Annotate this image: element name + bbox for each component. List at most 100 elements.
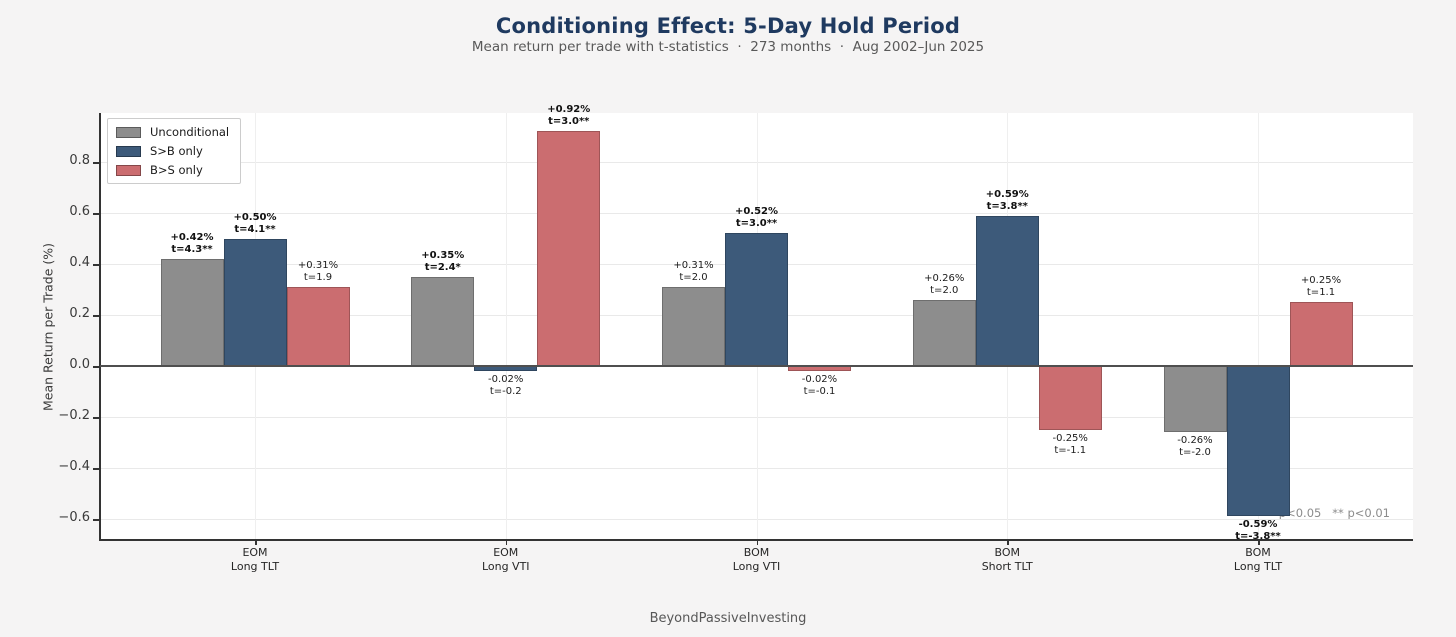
annotation-return: -0.02% [801,374,838,386]
grid-line-v [505,113,507,541]
annotation-return: +0.42% [170,231,214,243]
bar [1226,366,1290,517]
bar-annotation: +0.52% t=3.0** [702,206,812,230]
annotation-tstat: t=1.1 [1306,287,1336,299]
y-tick-label: 0.2 [69,306,90,321]
annotation-tstat: t=2.0 [930,284,959,296]
y-tick-mark [93,366,99,368]
annotation-return: -0.02% [488,374,524,386]
bar [1289,302,1353,366]
x-tick-mark [505,541,508,545]
annotation-tstat: t=3.8** [986,200,1028,212]
x-tick-line2: Long TLT [1233,559,1283,573]
bar-annotation: +0.59% t=3.8** [952,189,1062,213]
annotation-return: -0.59% [1238,519,1278,531]
bar-annotation: -0.02% t=-0.2 [451,374,561,398]
annotation-return: +0.31% [297,259,339,271]
axis-spine-bottom [99,539,1413,541]
y-tick-mark [93,162,99,164]
legend-swatch [116,126,141,138]
chart-title: Conditioning Effect: 5-Day Hold Period [495,14,961,38]
y-tick-mark [93,519,99,521]
legend-swatch [116,145,141,157]
legend: Unconditional S>B only B>S only [107,118,242,184]
x-tick-line2: Short TLT [981,559,1033,573]
bar [1163,366,1227,433]
x-tick-label: BOM Long TLT [1193,546,1323,573]
legend-label: Unconditional [150,125,230,139]
y-tick-label: −0.2 [58,408,90,423]
annotation-return: +0.35% [421,249,465,261]
bar-annotation: +0.92% t=3.0** [514,104,624,128]
y-tick-label: 0.6 [69,204,90,219]
bar [725,233,788,366]
bar [1038,366,1102,430]
bar-annotation: -0.25% t=-1.1 [1015,433,1125,457]
bar-annotation: -0.26% t=-2.0 [1140,435,1250,459]
x-tick-mark [756,541,758,545]
annotation-return: +0.31% [673,259,714,271]
bar-annotation: +0.31% t=1.9 [263,260,373,284]
x-tick-line1: BOM [994,546,1020,559]
chart-subtitle: Mean return per trade with t-statistics … [471,39,985,55]
bar [975,215,1039,366]
annotation-return: +0.25% [1300,275,1342,287]
bar-annotation: +0.26% t=2.0 [889,273,999,297]
y-tick-mark [93,468,99,470]
y-tick-mark [93,213,99,215]
annotation-return: +0.26% [924,272,965,284]
annotation-return: +0.92% [547,104,591,116]
bar-annotation: -0.02% t=-0.1 [765,374,875,398]
annotation-tstat: t=2.4* [424,261,461,273]
annotation-tstat: t=2.0 [679,271,708,283]
legend-label: S>B only [150,144,203,158]
annotation-tstat: t=-0.1 [803,386,836,398]
grid-line-v [1258,113,1259,541]
annotation-tstat: t=3.0** [735,218,778,230]
bar [912,299,976,366]
x-tick-line1: BOM [1245,546,1271,559]
zero-line [100,365,1413,367]
annotation-return: -0.25% [1052,432,1088,444]
legend-row: B>S only [116,163,229,177]
axis-spine-left [99,113,101,541]
x-tick-line1: BOM [743,546,770,559]
x-tick-line2: Long TLT [230,559,280,573]
bar-annotation: +0.35% t=2.4* [388,250,498,274]
bar [662,286,725,366]
annotation-tstat: t=4.1** [234,223,276,235]
bar-annotation: +0.50% t=4.1** [200,212,310,236]
x-tick-line2: Long VTI [732,559,781,573]
y-tick-label: 0.8 [69,153,90,168]
annotation-tstat: t=-2.0 [1179,447,1211,459]
y-tick-mark [93,264,99,266]
y-tick-label: −0.6 [58,510,90,525]
bar-annotation: -0.59% t=-3.8** [1203,519,1313,543]
y-tick-label: −0.4 [58,459,90,474]
x-tick-label: EOM Long VTI [441,546,571,573]
y-tick-mark [93,417,99,419]
y-tick-label: 0.4 [69,255,90,270]
y-tick-mark [93,315,99,317]
bar [286,286,350,366]
watermark-brand: BeyondPassiveInvesting [649,611,807,626]
annotation-tstat: t=-0.2 [489,386,522,398]
x-tick-line1: EOM [493,546,519,559]
annotation-tstat: t=1.9 [303,271,333,283]
bar [537,131,601,366]
annotation-tstat: t=3.0** [548,116,590,128]
x-tick-line1: EOM [242,546,268,559]
x-tick-mark [1258,541,1260,545]
bar-annotation: +0.42% t=4.3** [137,232,247,256]
annotation-return: -0.26% [1177,435,1213,447]
x-tick-label: EOM Long TLT [190,546,320,573]
bar-annotation: +0.31% t=2.0 [639,260,749,284]
bar [160,258,224,366]
legend-row: Unconditional [116,125,229,139]
x-tick-line2: Long VTI [481,559,530,573]
legend-swatch [116,164,141,176]
x-tick-label: BOM Long VTI [692,546,822,573]
annotation-tstat: t=-1.1 [1054,444,1087,456]
x-tick-label: BOM Short TLT [942,546,1072,573]
